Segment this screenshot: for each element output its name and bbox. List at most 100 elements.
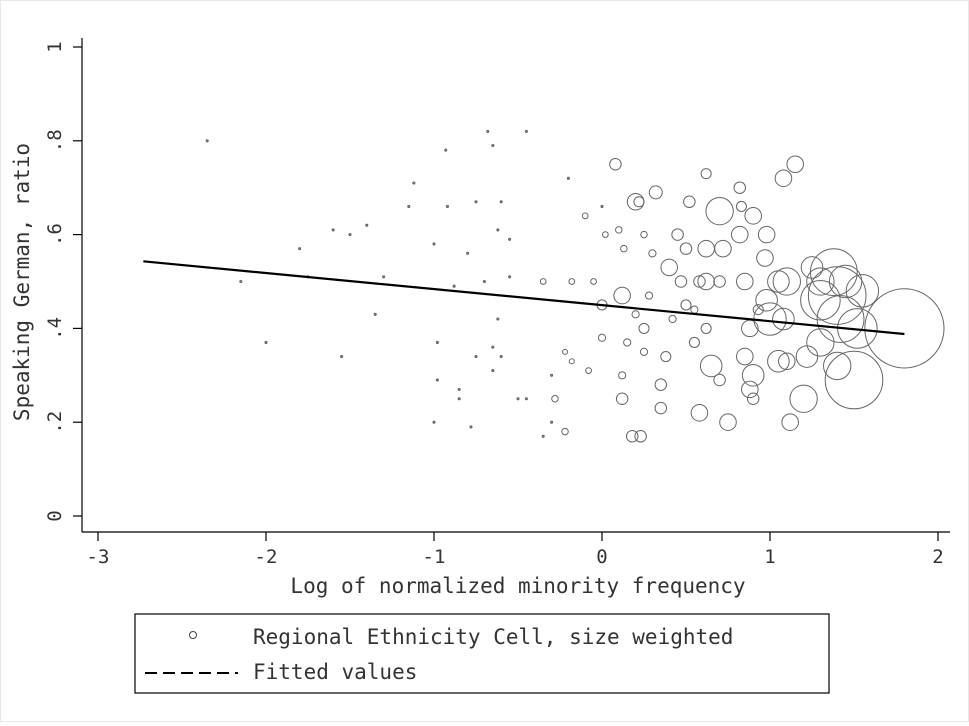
scatter-point [499,200,503,204]
x-tick-label: 2 [932,546,943,568]
scatter-point [688,336,700,349]
scatter-point [757,225,776,244]
scatter-point [373,312,377,316]
scatter-point [772,307,795,331]
scatter-point [539,278,547,285]
scatter-point [568,278,576,285]
axes [81,38,950,533]
legend-box [134,613,830,694]
scatter-point [331,228,335,232]
x-tick-label: 0 [596,546,607,568]
scatter-point [736,272,754,291]
x-axis-label: Log of normalized minority frequency [290,574,745,598]
scatter-point [660,351,672,363]
scatter-point [693,275,706,288]
scatter-point [713,275,726,288]
scatter-point [786,155,804,174]
scatter-point [508,237,512,241]
scatter-point [828,264,863,299]
fitted-values-line [143,260,905,336]
scatter-point [445,204,449,209]
scatter-point [348,233,352,237]
scatter-point [550,373,554,377]
scatter-point [744,207,762,225]
scatter-point [340,354,344,359]
scatter-point [660,258,678,277]
scatter-point [625,430,639,443]
scatter-point [633,196,645,208]
scatter-point [824,350,884,410]
y-tick-label: .8 [44,129,66,152]
legend-label-scatter: Regional Ethnicity Cell, size weighted [253,625,733,649]
scatter-point [683,195,696,209]
scatter-point [541,434,545,438]
scatter-point [668,314,677,324]
scatter-point [499,354,503,359]
scatter-point [432,242,436,246]
scatter-point [412,181,416,185]
fitted-line-layer [143,260,905,336]
scatter-point [806,328,835,357]
scatter-point [585,367,592,374]
scatter-point [601,231,609,238]
scatter-point [469,425,473,429]
scatter-point [623,338,632,347]
scatter-point [806,267,835,296]
scatter-point [444,148,448,152]
scatter-point [644,291,654,300]
legend: Regional Ethnicity Cell, size weighted F… [134,613,830,694]
scatter-points [205,129,945,443]
scatter-point [597,333,607,342]
scatter-point [845,274,880,308]
scatter-point [714,239,732,258]
scatter-point [474,200,478,204]
scatter-point [671,228,684,241]
scatter-point [700,168,712,180]
scatter-point [432,420,436,424]
scatter-point [516,397,520,401]
scatter-point [756,249,774,267]
y-tick-label: 0 [44,510,66,521]
scatter-point [699,354,723,378]
scatter-point [705,196,734,226]
scatter-point [772,267,801,296]
x-tick-label: -3 [87,546,110,568]
scatter-point [457,397,461,401]
scatter-point [562,348,569,355]
scatter-point [781,413,799,431]
scatter-point [800,279,841,321]
scatter-point [795,345,819,368]
scatter-point [741,364,765,387]
scatter-point [807,266,867,325]
scatter-point [508,275,512,279]
scatter-point [816,295,865,343]
scatter-point [654,401,668,415]
y-tick-label: .6 [44,223,66,246]
scatter-point [697,272,715,291]
scatter-point [407,204,411,209]
scatter-point [561,427,569,436]
scatter-point [640,230,648,239]
scatter-point [568,358,575,365]
scatter-point [823,351,852,381]
scatter-point [264,340,268,345]
scatter-point [736,347,754,366]
scatter-point [733,181,747,194]
scatter-point [789,384,818,413]
scatter-point [741,380,759,399]
scatter-point [648,249,657,258]
scatter-point [778,352,796,371]
x-tick-label: 1 [764,546,775,568]
scatter-point [674,275,688,288]
scatter-point [755,288,778,312]
scatter-point [800,256,824,279]
scatter-point [648,185,663,200]
scatter-point [809,248,858,297]
scatter-point [631,310,640,319]
scatter-point [435,378,439,382]
scatter-point [730,225,749,244]
y-ticks: 0 .2 .4 .6 .8 1 [44,41,82,522]
